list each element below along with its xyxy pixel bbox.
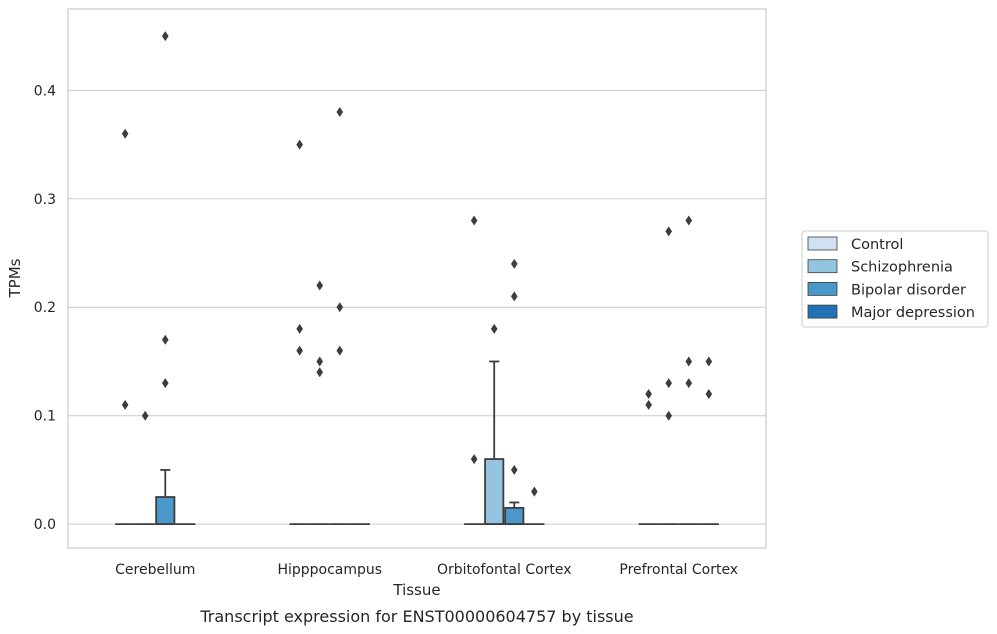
chart-caption: Transcript expression for ENST0000060475… <box>199 607 633 626</box>
outlier-marker <box>316 280 324 291</box>
outlier-marker <box>645 389 652 399</box>
box-group <box>638 389 659 526</box>
box-group <box>504 258 525 526</box>
outlier-marker <box>121 128 129 139</box>
box-group <box>309 280 330 526</box>
box-group <box>289 139 310 526</box>
box-group <box>115 128 136 526</box>
box-group <box>524 486 545 526</box>
outlier-marker <box>510 464 518 475</box>
y-axis-label: TPMs <box>6 258 24 298</box>
outlier-marker <box>161 378 169 389</box>
legend-swatch <box>807 236 838 251</box>
outlier-marker <box>296 323 303 334</box>
box-group <box>658 226 679 526</box>
x-tick-label: Prefrontal Cortex <box>619 562 738 578</box>
outlier-marker <box>336 302 344 313</box>
x-axis-label: Tissue <box>392 581 440 599</box>
y-tick-label: 0.2 <box>34 300 56 316</box>
legend-swatch <box>807 259 838 274</box>
outlier-marker <box>490 323 498 334</box>
y-tick-label: 0.1 <box>34 409 56 425</box>
outlier-marker <box>161 334 169 345</box>
outlier-marker <box>470 454 478 465</box>
outlier-marker <box>336 345 344 356</box>
legend-label: Schizophrenia <box>851 260 953 276</box>
outlier-marker <box>665 410 673 421</box>
legend: Control Schizophrenia Bipolar disorder Majo… <box>801 230 989 328</box>
box-group <box>698 356 719 526</box>
x-tick-label: Orbitofontal Cortex <box>437 562 572 578</box>
outlier-marker <box>645 399 652 410</box>
box-body <box>504 506 525 526</box>
box-group <box>155 31 176 526</box>
legend-label: Major depression <box>851 305 975 321</box>
outlier-marker <box>141 410 149 421</box>
box-group <box>135 410 156 526</box>
outlier-marker <box>161 31 169 42</box>
y-tick-label: 0.3 <box>34 192 56 208</box>
outlier-marker <box>531 486 538 497</box>
outlier-marker <box>510 258 518 269</box>
outlier-marker <box>685 378 693 389</box>
y-tick-label: 0.0 <box>34 517 56 533</box>
box-group <box>484 323 505 526</box>
outlier-marker <box>121 399 129 410</box>
outlier-marker <box>296 345 303 356</box>
box-body <box>484 458 505 526</box>
legend-swatch <box>807 304 838 319</box>
outlier-marker <box>685 215 693 226</box>
x-tick-labels: Cerebellum Hipppocampus Orbitofontal Corte… <box>115 562 738 578</box>
x-tick-label: Cerebellum <box>115 562 195 578</box>
outlier-marker <box>296 139 303 150</box>
outlier-marker <box>685 356 693 367</box>
outlier-marker <box>665 378 673 389</box>
legend-swatch <box>807 281 838 296</box>
outlier-marker <box>705 389 713 399</box>
outlier-marker <box>510 291 518 302</box>
legend-label: Bipolar disorder <box>851 282 966 298</box>
y-tick-labels: 0.0 0.1 0.2 0.3 0.4 <box>34 83 56 533</box>
y-tick-label: 0.4 <box>34 83 56 99</box>
outlier-marker <box>316 367 324 378</box>
box-group <box>329 107 350 526</box>
legend-label: Control <box>851 237 903 253</box>
box-group <box>678 215 699 526</box>
outlier-marker <box>336 107 344 118</box>
legend-frame <box>801 230 989 328</box>
outlier-marker <box>316 356 324 367</box>
plot-area <box>67 8 767 549</box>
outlier-marker <box>705 356 713 367</box>
box-group <box>464 215 485 526</box>
x-tick-label: Hipppocampus <box>277 562 382 578</box>
box-body <box>155 496 176 526</box>
box-groups <box>115 31 719 526</box>
outlier-marker <box>665 226 673 237</box>
outlier-marker <box>470 215 478 226</box>
